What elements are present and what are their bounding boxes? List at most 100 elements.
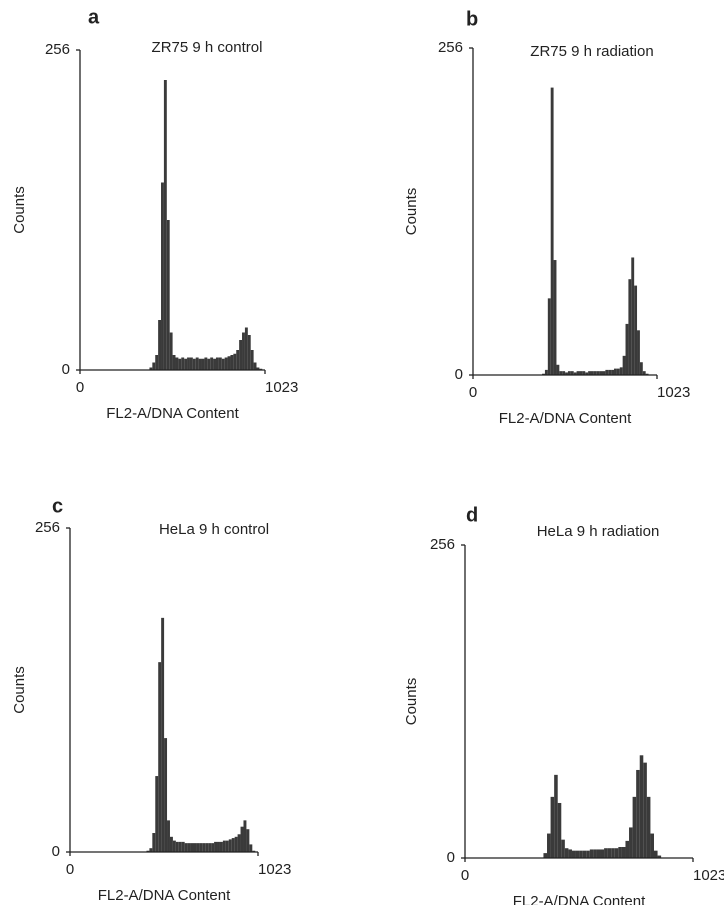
x-tick-label: 0: [76, 379, 84, 396]
histogram-bar: [256, 367, 260, 370]
panel-label: a: [88, 6, 100, 28]
histogram-bar: [208, 843, 212, 852]
histogram-bar: [599, 371, 603, 375]
histogram-bar: [593, 849, 597, 858]
histogram-bar: [224, 357, 228, 370]
x-tick-label: 0: [461, 867, 469, 884]
x-tick-label: 1023: [693, 867, 724, 884]
histogram-bar: [198, 358, 202, 370]
x-tick-label: 0: [66, 861, 74, 878]
histogram-bar: [233, 353, 237, 370]
histogram-bar: [579, 371, 583, 375]
histogram-bar: [600, 849, 605, 858]
panel-label: d: [466, 504, 478, 526]
chart-title: HeLa 9 h radiation: [537, 523, 660, 540]
y-axis-label: Counts: [403, 188, 420, 236]
histogram-bar: [178, 841, 182, 852]
histogram-bar: [189, 357, 193, 370]
histogram-bar: [543, 853, 548, 858]
histogram-bar: [227, 356, 231, 370]
histogram-bar: [657, 855, 662, 858]
histogram-bar: [570, 371, 574, 375]
histogram-bar: [642, 371, 646, 375]
histogram-bar: [564, 848, 569, 858]
x-tick-label: 1023: [265, 379, 298, 396]
histogram-bar: [586, 850, 590, 858]
histogram-bar: [246, 829, 250, 852]
histogram-bar: [187, 357, 190, 370]
histogram-bar: [607, 848, 612, 858]
histogram-bar: [590, 371, 594, 375]
histogram-bar: [550, 796, 555, 858]
histogram-bar: [602, 371, 606, 375]
histogram-bar: [250, 350, 254, 370]
histogram-bar: [211, 843, 215, 852]
histogram-bar: [205, 843, 209, 852]
histogram-bar: [164, 738, 168, 852]
y-tick-label: 256: [438, 39, 463, 56]
x-tick-label: 1023: [657, 384, 690, 401]
histogram-bar: [190, 843, 194, 852]
histogram-bar: [195, 357, 199, 370]
histogram-bar: [625, 323, 629, 375]
histogram-bar: [207, 358, 211, 370]
histogram-bar: [169, 836, 173, 852]
histogram-bar: [554, 774, 558, 858]
histogram-bar: [639, 755, 644, 858]
histogram-bar: [172, 840, 176, 852]
histogram-bar: [653, 850, 658, 858]
histogram-bar: [155, 776, 159, 852]
histogram-bar: [650, 833, 654, 858]
histogram-bar: [619, 367, 623, 375]
histogram-bar: [158, 320, 162, 370]
histogram-bar: [547, 833, 551, 858]
histogram-bar: [239, 340, 243, 370]
histogram-bar: [187, 843, 191, 852]
chart-title: ZR75 9 h control: [152, 39, 263, 56]
histogram-bar: [639, 362, 643, 375]
histogram-bar: [646, 796, 651, 858]
histogram-bar: [571, 850, 576, 858]
y-axis-label: Counts: [11, 186, 28, 234]
histogram-bar: [253, 362, 257, 370]
histogram-bar: [217, 841, 220, 852]
histogram-bar: [631, 257, 635, 375]
histogram-bar: [589, 849, 594, 858]
histogram-bar: [178, 358, 182, 370]
histogram-bar: [605, 369, 609, 375]
histogram-bar: [550, 87, 554, 375]
histogram-bar: [155, 355, 159, 370]
x-axis-label: FL2-A/DNA Content: [499, 410, 632, 427]
histogram-bar: [204, 357, 208, 370]
histogram-bar: [221, 358, 225, 370]
histogram-bar: [553, 260, 557, 375]
histogram-bar: [215, 357, 219, 370]
histogram-bar: [249, 844, 253, 852]
histogram-bar: [622, 355, 626, 375]
histogram-bar: [149, 367, 153, 370]
histogram-bar: [585, 372, 589, 375]
histogram-bar: [210, 357, 214, 370]
histogram-bar: [562, 371, 566, 375]
histogram-bar: [568, 849, 572, 858]
histogram-bar: [243, 820, 247, 852]
histogram-bar: [193, 843, 197, 852]
histogram-bar: [219, 841, 223, 852]
histogram-bar: [614, 368, 617, 375]
histogram-bar: [158, 662, 162, 852]
histogram-bar: [184, 358, 188, 370]
x-axis-label: FL2-A/DNA Content: [106, 405, 239, 422]
histogram-bar: [567, 371, 571, 375]
histogram-bar: [629, 827, 633, 858]
x-tick-label: 0: [469, 384, 477, 401]
histogram-bar: [579, 850, 583, 858]
histogram-bar: [557, 802, 562, 858]
panel-label: c: [52, 495, 63, 517]
histogram-bar: [596, 849, 601, 858]
histogram-bar: [618, 846, 622, 858]
histogram-bar: [611, 848, 615, 858]
histogram-bar: [614, 848, 619, 858]
histogram-bar: [169, 332, 173, 370]
histogram-bar: [611, 369, 615, 375]
y-tick-label: 0: [455, 366, 463, 383]
